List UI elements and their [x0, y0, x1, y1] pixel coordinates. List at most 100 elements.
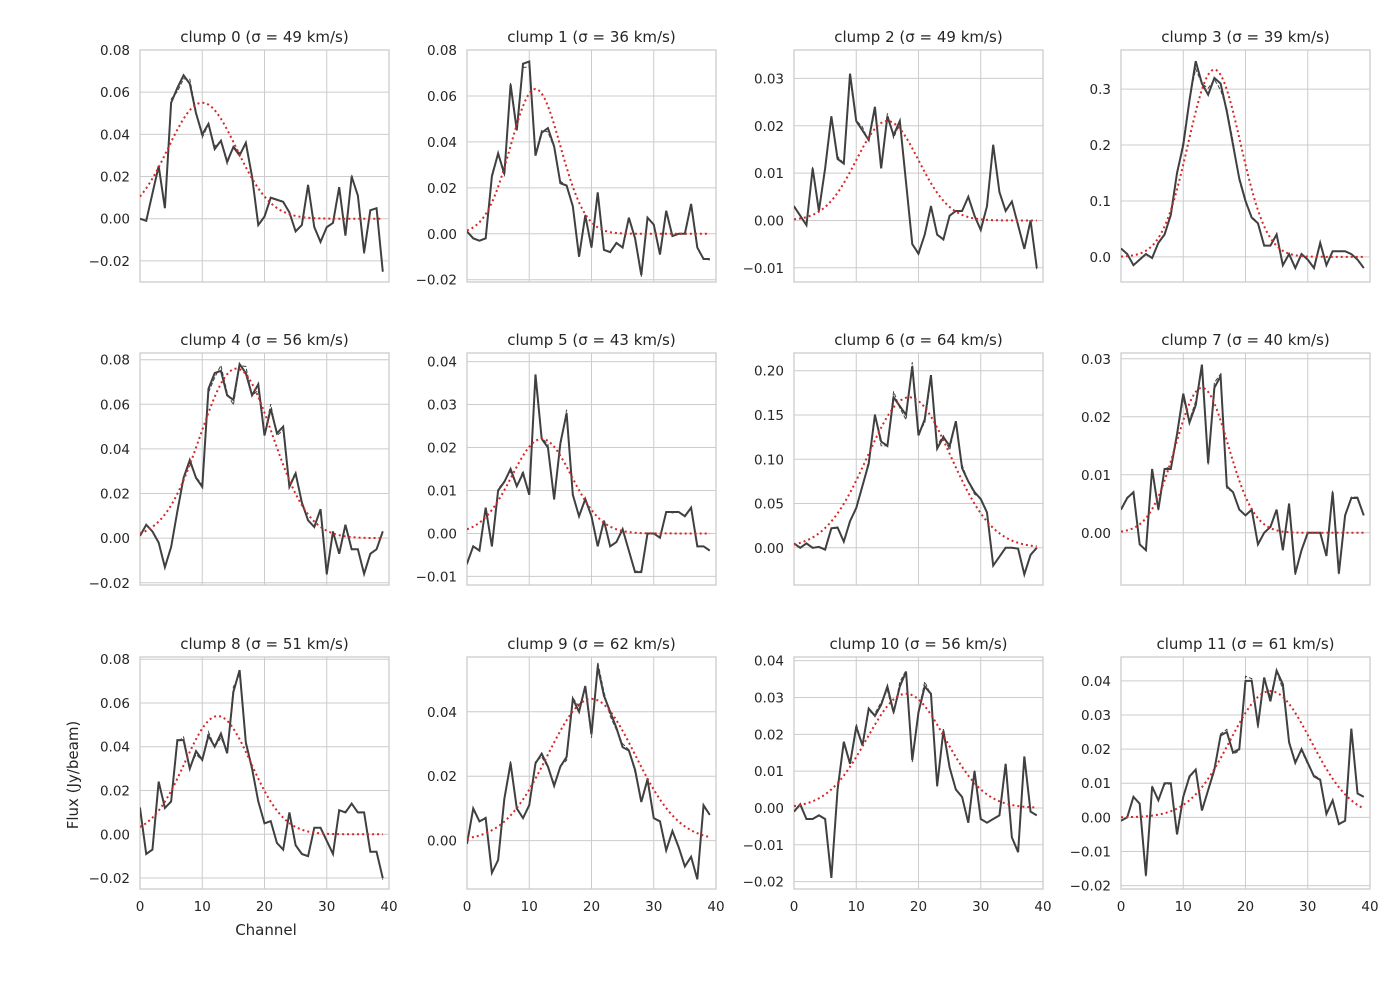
y-tick-label: 0.06: [100, 85, 130, 101]
y-tick-label: 0.04: [100, 127, 130, 143]
subplot-title: clump 2 (σ = 49 km/s): [834, 28, 1002, 46]
y-tick-label: 0.00: [427, 227, 457, 243]
y-tick-label: 0.04: [754, 654, 784, 670]
x-tick-label: 30: [1299, 899, 1316, 915]
subplot-title: clump 8 (σ = 51 km/s): [180, 635, 348, 653]
x-axis-label: Channel: [235, 921, 297, 939]
y-axis-label: Flux (Jy/beam): [64, 721, 82, 830]
y-tick-label: 0.04: [427, 355, 457, 371]
y-tick-label: 0.04: [1081, 674, 1111, 690]
subplot-4: −0.02 0.00 0.02 0.04 0.06 0.08 clump 4 (σ = 56…: [89, 331, 390, 592]
data-series-dashed: [140, 672, 384, 880]
subplot-title: clump 3 (σ = 39 km/s): [1161, 28, 1329, 46]
gaussian-fit-line: [467, 437, 710, 535]
x-tick-label: 10: [848, 899, 865, 915]
gaussian-fit-line: [1121, 68, 1364, 258]
x-tick-label: 0: [1117, 899, 1126, 915]
gaussian-fit-line: [794, 396, 1037, 548]
data-series-line: [140, 73, 384, 272]
y-tick-label: −0.02: [1070, 879, 1111, 895]
data-series-line: [140, 361, 384, 578]
y-tick-label: 0.02: [100, 784, 130, 800]
data-series-line: [140, 669, 384, 879]
y-tick-label: 0.2: [1090, 138, 1111, 154]
gaussian-fit-line: [140, 101, 383, 220]
data-series-line: [467, 60, 710, 276]
y-tick-label: 0.01: [754, 166, 784, 182]
data-series-dashed: [140, 78, 384, 273]
plot-frame: [793, 656, 1044, 890]
y-tick-label: 0.06: [427, 89, 457, 105]
plot-frame: [466, 352, 717, 586]
y-tick-label: 0.00: [427, 526, 457, 542]
y-tick-label: 0.10: [754, 452, 784, 468]
x-tick-label: 10: [1175, 899, 1192, 915]
y-tick-label: 0.15: [754, 408, 784, 424]
subplot-title: clump 11 (σ = 61 km/s): [1156, 635, 1334, 653]
y-tick-label: 0.00: [427, 834, 457, 850]
gaussian-fit-line: [1121, 690, 1365, 819]
data-series-line: [467, 666, 711, 880]
x-tick-label: 20: [1237, 899, 1254, 915]
subplot-7: 0.00 0.01 0.02 0.03 clump 7 (σ = 40 km/s): [1081, 331, 1371, 586]
y-tick-label: −0.01: [743, 261, 784, 277]
y-tick-label: 0.00: [100, 827, 130, 843]
subplot-title: clump 10 (σ = 56 km/s): [829, 635, 1007, 653]
subplot-3: 0.0 0.1 0.2 0.3 clump 3 (σ = 39 km/s): [1090, 28, 1371, 283]
y-tick-label: 0.06: [100, 696, 130, 712]
y-tick-label: −0.02: [89, 871, 130, 887]
x-tick-label: 40: [707, 899, 724, 915]
y-tick-label: 0.08: [100, 652, 130, 668]
x-tick-label: 30: [645, 899, 662, 915]
subplot-5: −0.01 0.00 0.01 0.02 0.03 0.04 clump 5 (σ = 43…: [416, 331, 717, 586]
subplot-title: clump 9 (σ = 62 km/s): [507, 635, 675, 653]
y-tick-label: 0.05: [754, 497, 784, 513]
y-tick-label: 0.01: [427, 483, 457, 499]
y-tick-label: 0.00: [100, 531, 130, 547]
y-tick-label: 0.03: [754, 691, 784, 707]
y-tick-label: 0.00: [1081, 526, 1111, 542]
y-tick-label: −0.02: [743, 875, 784, 891]
data-series-dashed: [1121, 67, 1365, 270]
subplot-10: −0.02 −0.01 0.00 0.01 0.02 0.03 0.04 0 10 20 30 40 c…: [743, 635, 1052, 915]
y-tick-label: 0.02: [427, 181, 457, 197]
plot-frame: [793, 49, 1044, 283]
y-tick-label: 0.08: [100, 43, 130, 59]
y-tick-label: 0.00: [754, 801, 784, 817]
plot-frame: [139, 656, 390, 890]
data-series-line: [1121, 364, 1365, 574]
subplot-11: −0.02 −0.01 0.00 0.01 0.02 0.03 0.04 0 10 20 30 40 c…: [1070, 635, 1379, 915]
y-tick-label: 0.02: [754, 727, 784, 743]
gaussian-fit-line: [794, 120, 1037, 222]
y-tick-label: 0.03: [1081, 352, 1111, 368]
data-series-line: [794, 671, 1038, 879]
plot-frame: [1120, 656, 1371, 890]
y-tick-label: 0.00: [754, 213, 784, 229]
data-series-dashed: [1121, 669, 1364, 878]
plot-frame: [793, 352, 1044, 586]
y-tick-label: −0.01: [1070, 844, 1111, 860]
subplot-2: −0.01 0.00 0.01 0.02 0.03 clump 2 (σ = 49 km/…: [743, 28, 1044, 283]
data-series-line: [1121, 667, 1365, 876]
subplot-title: clump 6 (σ = 64 km/s): [834, 331, 1002, 349]
y-tick-label: 0.04: [427, 705, 457, 721]
gaussian-fit-line: [467, 697, 711, 840]
plot-frame: [1120, 49, 1371, 283]
plot-frame: [466, 49, 717, 283]
y-tick-label: 0.02: [754, 119, 784, 135]
data-series-line: [467, 374, 711, 574]
subplot-title: clump 4 (σ = 56 km/s): [180, 331, 348, 349]
subplot-title: clump 7 (σ = 40 km/s): [1161, 331, 1329, 349]
subplot-1: −0.02 0.00 0.02 0.04 0.06 0.08 clump 1 (σ = 36…: [416, 28, 717, 289]
subplot-8: −0.02 0.00 0.02 0.04 0.06 0.08 0 10 20 30 40 clump …: [89, 635, 398, 915]
y-tick-label: 0.01: [1081, 468, 1111, 484]
x-tick-label: 0: [463, 899, 472, 915]
y-tick-label: −0.02: [89, 576, 130, 592]
gaussian-fit-line: [794, 692, 1037, 809]
x-tick-label: 30: [972, 899, 989, 915]
y-tick-label: 0.00: [754, 541, 784, 557]
y-tick-label: 0.04: [100, 442, 130, 458]
y-tick-label: 0.02: [1081, 742, 1111, 758]
plot-frame: [466, 656, 717, 890]
